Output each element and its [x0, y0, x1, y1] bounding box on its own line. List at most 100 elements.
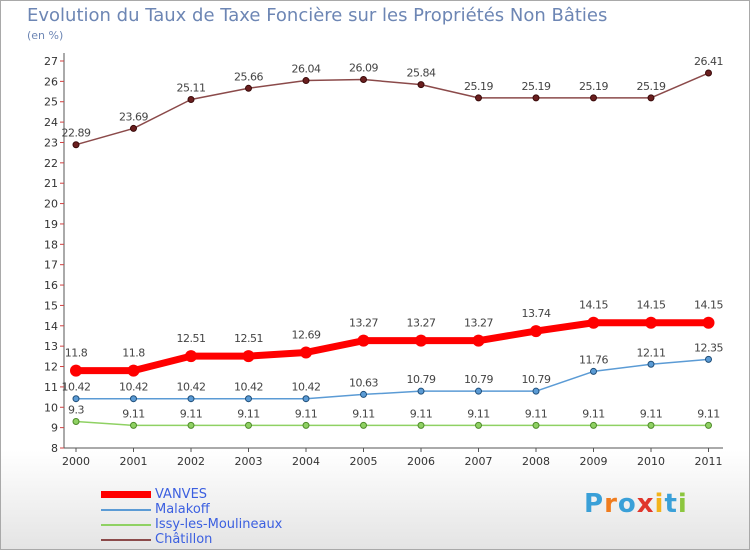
data-label: 10.42: [119, 381, 148, 394]
data-label: 9.3: [68, 404, 84, 417]
data-point: [532, 421, 540, 429]
chart-title: Evolution du Taux de Taxe Foncière sur l…: [27, 5, 608, 26]
legend-label: Malakoff: [155, 501, 210, 517]
data-point: [705, 69, 712, 77]
y-tick-label: 22: [44, 157, 58, 170]
data-label: 25.19: [579, 80, 608, 93]
data-label: 10.79: [522, 373, 551, 386]
data-label: 25.19: [522, 80, 551, 93]
data-point: [72, 418, 80, 426]
x-tick-label: 2003: [235, 455, 263, 468]
y-tick-label: 19: [44, 218, 58, 231]
logo-letter: t: [664, 489, 678, 519]
data-label: 9.11: [180, 407, 203, 420]
y-tick-label: 13: [44, 340, 58, 353]
y-tick-label: 23: [44, 136, 58, 149]
x-tick-label: 2002: [177, 455, 205, 468]
data-point: [417, 81, 425, 89]
data-label: 10.63: [349, 376, 378, 389]
data-point: [475, 387, 482, 395]
data-label: 9.11: [237, 407, 260, 420]
data-point: [530, 325, 542, 338]
data-point: [130, 124, 137, 132]
data-label: 9.11: [122, 407, 145, 420]
data-label: 25.84: [407, 67, 436, 80]
data-label: 9.11: [467, 407, 490, 420]
y-tick-label: 26: [44, 75, 58, 88]
data-label: 12.51: [234, 332, 263, 345]
chart-subtitle: (en %): [27, 29, 64, 42]
data-point: [185, 350, 197, 363]
y-tick-label: 14: [44, 320, 58, 333]
legend-label: Issy-les-Moulineaux: [155, 516, 283, 532]
data-label: 9.11: [582, 407, 605, 420]
data-label: 9.11: [640, 407, 663, 420]
x-tick-label: 2011: [695, 455, 723, 468]
y-tick-label: 25: [44, 96, 58, 109]
data-point: [245, 395, 252, 403]
data-label: 25.19: [637, 80, 666, 93]
data-label: 12.11: [637, 346, 666, 359]
data-label: 13.27: [349, 317, 378, 330]
data-point: [187, 421, 195, 429]
data-point: [245, 421, 252, 429]
data-point: [72, 395, 80, 403]
legend-swatch: [101, 538, 151, 541]
x-tick-label: 2007: [465, 455, 493, 468]
data-point: [300, 346, 312, 359]
y-tick-label: 8: [51, 442, 58, 455]
y-tick-label: 18: [44, 238, 58, 251]
data-label: 13.27: [464, 317, 493, 330]
data-point: [302, 77, 310, 85]
data-point: [647, 421, 655, 429]
data-label: 10.42: [234, 381, 263, 394]
data-point: [72, 141, 80, 149]
data-label: 9.11: [410, 407, 433, 420]
y-tick-label: 16: [44, 279, 58, 292]
data-label: 9.11: [697, 407, 720, 420]
data-point: [415, 334, 427, 347]
data-label: 12.69: [292, 328, 321, 341]
y-tick-label: 9: [51, 422, 58, 435]
data-label: 10.42: [177, 381, 206, 394]
data-point: [245, 84, 252, 92]
data-label: 11.8: [65, 347, 88, 360]
data-point: [357, 334, 370, 347]
legend-item: Châtillon: [101, 532, 282, 547]
data-label: 10.42: [62, 381, 91, 394]
legend-swatch: [101, 491, 151, 498]
proxiti-logo: Proxiti: [584, 489, 688, 519]
data-label: 26.04: [292, 63, 321, 76]
x-tick-label: 2005: [350, 455, 378, 468]
y-tick-label: 12: [44, 361, 58, 374]
logo-letter: P: [584, 489, 605, 519]
x-tick-label: 2006: [407, 455, 435, 468]
data-label: 14.15: [694, 299, 723, 312]
data-label: 25.19: [464, 80, 493, 93]
data-point: [417, 387, 425, 395]
data-point: [360, 76, 367, 84]
x-tick-label: 2010: [637, 455, 665, 468]
data-point: [590, 367, 597, 375]
y-tick-label: 21: [44, 177, 58, 190]
data-label: 10.79: [464, 373, 493, 386]
data-point: [360, 390, 367, 398]
legend-item: Malakoff: [101, 502, 282, 517]
chart-legend: VANVES Malakoff Issy-les-Moulineaux Châtill…: [101, 487, 282, 547]
data-point: [590, 94, 597, 102]
data-label: 11.8: [122, 347, 145, 360]
legend-swatch: [101, 508, 151, 511]
data-point: [475, 94, 482, 102]
data-point: [647, 94, 655, 102]
legend-item: VANVES: [101, 487, 282, 502]
data-point: [475, 421, 482, 429]
logo-letter: r: [604, 489, 618, 519]
x-tick-label: 2008: [522, 455, 550, 468]
data-label: 26.09: [349, 62, 378, 75]
data-point: [187, 395, 195, 403]
legend-label: VANVES: [155, 486, 208, 502]
data-label: 22.89: [62, 127, 91, 140]
logo-letter: o: [617, 489, 637, 519]
